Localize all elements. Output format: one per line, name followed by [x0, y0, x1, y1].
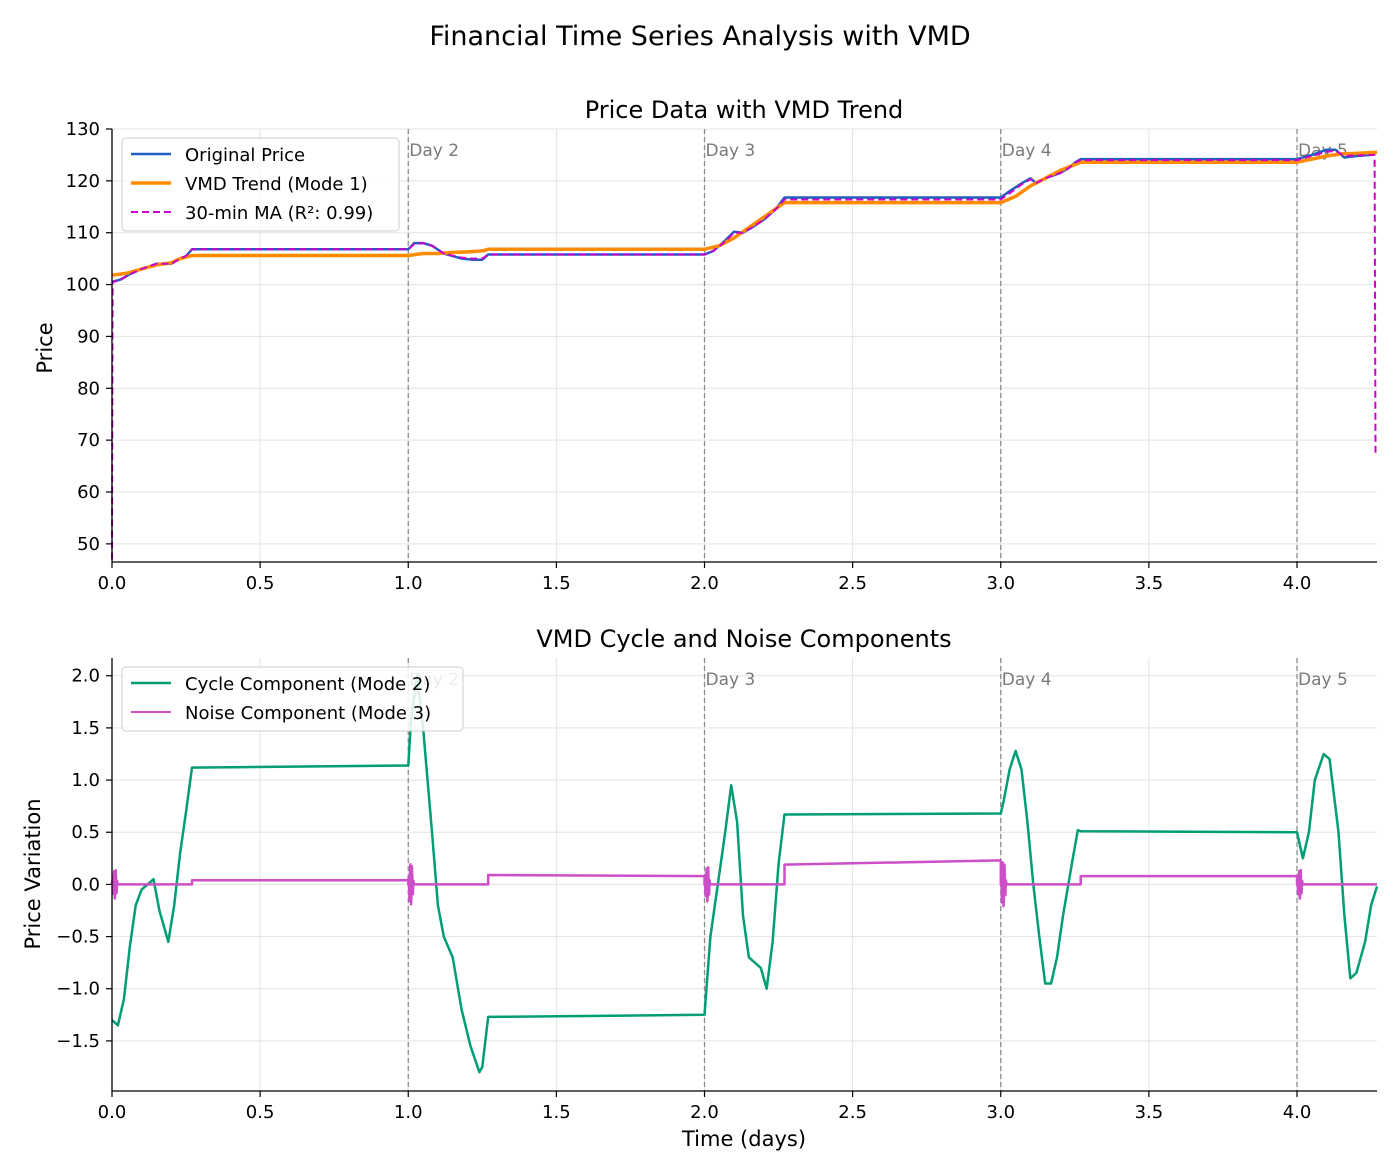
x-tick-label: 0.5	[246, 1102, 275, 1123]
figure-title: Financial Time Series Analysis with VMD	[429, 21, 970, 52]
day-marker-label-day-2: Day 2	[409, 141, 459, 161]
y-tick-label: −1.0	[56, 979, 100, 1000]
x-tick-label: 4.0	[1283, 573, 1312, 594]
price-chart-x-ticks: 0.0 0.5 1.0 1.5 2.0 2.5 3.0 3.5 4.0	[98, 562, 1312, 594]
price-chart-legend: Original Price VMD Trend (Mode 1) 30-min…	[121, 137, 400, 232]
legend-label-noise: Noise Component (Mode 3)	[185, 703, 431, 724]
legend-label-moving-average: 30-min MA (R²: 0.99)	[185, 203, 373, 224]
day-marker-label-day-3: Day 3	[706, 141, 756, 161]
x-tick-label: 1.0	[394, 573, 423, 594]
x-tick-label: 3.5	[1135, 573, 1164, 594]
day-marker-label-day-3: Day 3	[706, 670, 756, 690]
y-tick-label: 120	[66, 171, 100, 192]
y-tick-label: 80	[77, 378, 100, 399]
components-chart: VMD Cycle and Noise Components Day 2Day …	[21, 625, 1379, 1151]
price-chart-y-ticks: 50 60 70 80 90 100 110 120 130	[66, 119, 112, 555]
components-chart-y-label: Price Variation	[21, 798, 45, 949]
y-tick-label: 60	[77, 482, 100, 503]
price-chart: Price Data with VMD Trend Day 2 Day 3 Day …	[33, 96, 1378, 594]
price-chart-series	[111, 148, 1378, 560]
price-chart-y-label: Price	[33, 322, 57, 373]
x-tick-label: 2.5	[838, 1102, 867, 1123]
day-marker-label-day-4: Day 4	[1002, 670, 1052, 690]
y-tick-label: 2.0	[71, 666, 100, 687]
components-chart-x-label: Time (days)	[681, 1127, 806, 1151]
series-line-30-min-ma-r-0-99	[111, 149, 1377, 560]
y-tick-label: 100	[66, 275, 100, 296]
x-tick-label: 1.0	[394, 1102, 423, 1123]
x-tick-label: 2.5	[838, 573, 867, 594]
y-tick-label: −0.5	[56, 927, 100, 948]
components-chart-x-ticks: 0.0 0.5 1.0 1.5 2.0 2.5 3.0 3.5 4.0	[98, 1091, 1312, 1123]
x-tick-label: 1.5	[542, 1102, 571, 1123]
x-tick-label: 4.0	[1283, 1102, 1312, 1123]
legend-label-vmd-trend: VMD Trend (Mode 1)	[185, 174, 368, 195]
x-tick-label: 2.0	[690, 573, 719, 594]
x-tick-label: 2.0	[690, 1102, 719, 1123]
x-tick-label: 0.5	[246, 573, 275, 594]
legend-label-cycle: Cycle Component (Mode 2)	[185, 674, 430, 695]
series-line-noise-component-mode-3	[110, 859, 1378, 908]
x-tick-label: 0.0	[98, 573, 127, 594]
x-tick-label: 3.0	[986, 573, 1015, 594]
y-tick-label: 70	[77, 430, 100, 451]
price-chart-title: Price Data with VMD Trend	[585, 96, 904, 124]
y-tick-label: −1.5	[56, 1031, 100, 1052]
series-line-cycle-component-mode-2	[111, 674, 1379, 1074]
y-tick-label: 130	[66, 119, 100, 140]
components-chart-series	[110, 674, 1379, 1074]
x-tick-label: 3.0	[986, 1102, 1015, 1123]
x-tick-label: 1.5	[542, 573, 571, 594]
day-marker-label-day-5: Day 5	[1298, 670, 1348, 690]
y-tick-label: 0.5	[71, 822, 100, 843]
components-chart-y-ticks: 2.0 1.5 1.0 0.5 0.0 −0.5 −1.0 −1.5	[56, 666, 112, 1052]
x-tick-label: 0.0	[98, 1102, 127, 1123]
y-tick-label: 0.0	[71, 874, 100, 895]
y-tick-label: 1.0	[71, 770, 100, 791]
y-tick-label: 90	[77, 326, 100, 347]
y-tick-label: 50	[77, 534, 100, 555]
x-tick-label: 3.5	[1135, 1102, 1164, 1123]
components-chart-legend: Cycle Component (Mode 2) Noise Component…	[121, 666, 464, 732]
legend-label-original-price: Original Price	[185, 145, 305, 166]
y-tick-label: 1.5	[71, 718, 100, 739]
components-chart-title: VMD Cycle and Noise Components	[536, 625, 951, 653]
y-tick-label: 110	[66, 223, 100, 244]
day-marker-label-day-4: Day 4	[1002, 141, 1052, 161]
